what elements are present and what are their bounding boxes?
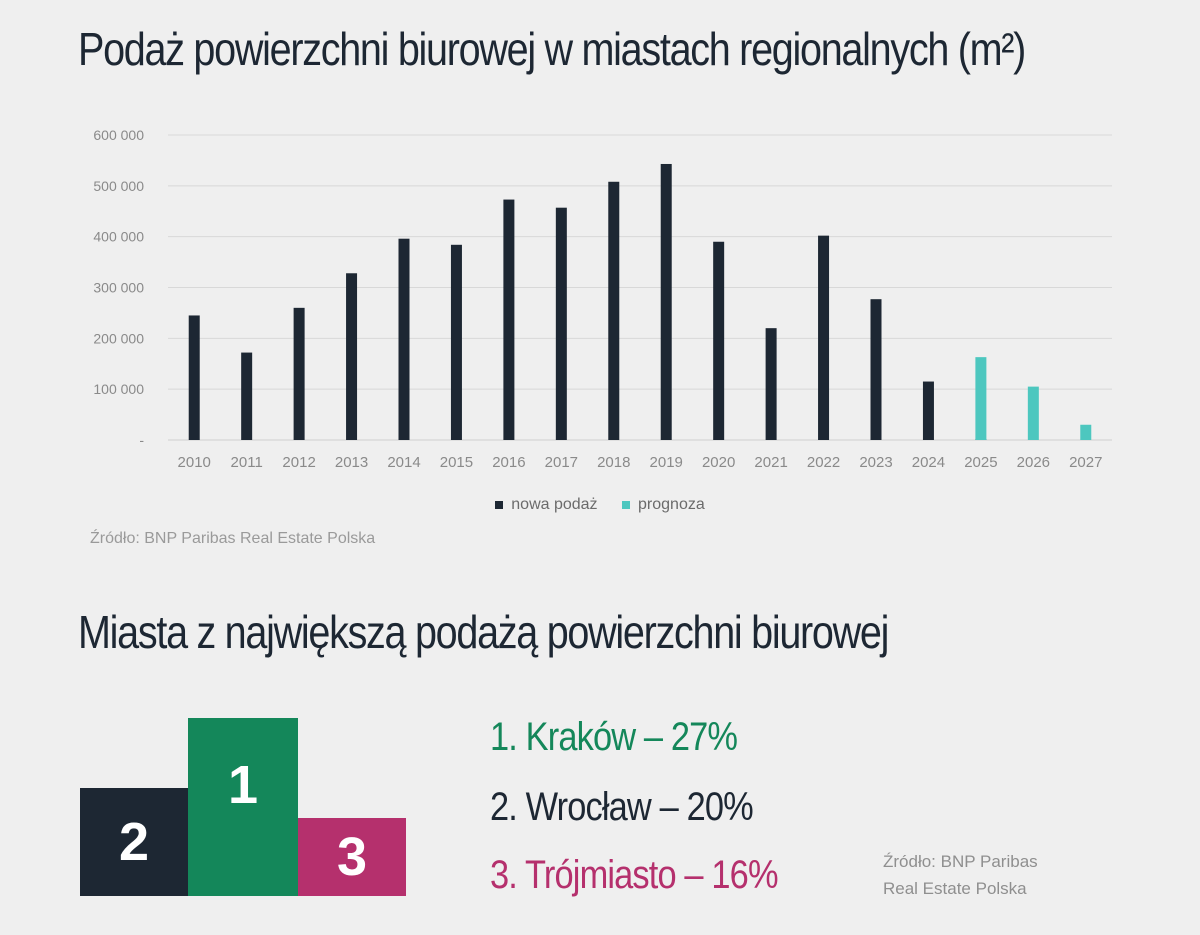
legend-swatch-teal — [622, 501, 631, 509]
x-tick-label: 2016 — [492, 454, 525, 471]
bar-nowa-podaż-2023 — [870, 299, 882, 440]
y-tick-label: 100 000 — [93, 381, 144, 397]
legend-item-prognoza: prognoza — [622, 496, 705, 514]
bar-nowa-podaż-2024 — [922, 381, 934, 440]
x-tick-label: 2024 — [912, 454, 945, 471]
x-tick-label: 2010 — [178, 454, 211, 471]
y-tick-label: 500 000 — [93, 178, 144, 194]
podium-source-line2: Real Estate Polska — [883, 879, 1027, 898]
podium-number: 3 — [336, 827, 368, 887]
bar-nowa-podaż-2019 — [660, 163, 672, 440]
y-tick-label: 600 000 — [93, 127, 144, 143]
bar-prognoza-2026 — [1027, 386, 1039, 440]
y-tick-label: 300 000 — [93, 280, 144, 296]
x-tick-label: 2014 — [387, 454, 420, 471]
bar-nowa-podaż-2013 — [346, 273, 358, 440]
chart-title: Podaż powierzchni biurowej w miastach re… — [78, 23, 1026, 75]
chart-legend: nowa podaż prognoza — [0, 496, 1200, 514]
bar-chart: - 100 000 200 000 300 000 400 000 500 000 600 … — [93, 127, 1112, 471]
x-tick-label: 2020 — [702, 454, 735, 471]
x-tick-label: 2017 — [545, 454, 578, 471]
bar-nowa-podaż-2014 — [398, 238, 410, 440]
podium-source-line1: Źródło: BNP Paribas — [883, 852, 1038, 871]
ranking-item-2: 2. Wrocław – 20% — [490, 785, 754, 829]
legend-label: prognoza — [638, 496, 705, 513]
podium-source: Źródło: BNP Paribas Real Estate Polska — [883, 848, 1103, 902]
ranking-item-1: 1. Kraków – 27% — [490, 715, 738, 759]
podium-number: 1 — [227, 755, 259, 815]
x-tick-label: 2025 — [964, 454, 997, 471]
bar-nowa-podaż-2015 — [450, 244, 462, 440]
podium-number: 2 — [118, 812, 150, 872]
legend-label: nowa podaż — [511, 496, 598, 513]
legend-swatch-navy — [495, 501, 504, 509]
legend-item-nowa-podaz: nowa podaż — [495, 496, 598, 514]
bar-prognoza-2025 — [975, 357, 987, 440]
bar-nowa-podaż-2010 — [188, 315, 200, 440]
x-tick-label: 2022 — [807, 454, 840, 471]
bar-nowa-podaż-2017 — [555, 207, 567, 440]
ranking-item-3: 3. Trójmiasto – 16% — [490, 853, 779, 897]
x-tick-label: 2027 — [1069, 454, 1102, 471]
bar-nowa-podaż-2012 — [293, 307, 305, 440]
bar-nowa-podaż-2021 — [765, 328, 777, 440]
x-tick-label: 2011 — [231, 454, 263, 471]
x-tick-label: 2026 — [1017, 454, 1050, 471]
chart-source: Źródło: BNP Paribas Real Estate Polska — [90, 530, 376, 547]
podium-step-first: 1 — [188, 718, 298, 896]
x-tick-label: 2012 — [282, 454, 315, 471]
y-tick-label: 400 000 — [93, 229, 144, 245]
bar-nowa-podaż-2018 — [608, 181, 620, 440]
x-tick-label: 2013 — [335, 454, 368, 471]
y-tick-label: - — [139, 432, 144, 448]
x-tick-label: 2021 — [754, 454, 787, 471]
podium-step-second: 2 — [80, 788, 188, 896]
podium-title: Miasta z największą podażą powierzchni b… — [78, 606, 889, 658]
podium-step-third: 3 — [298, 818, 406, 896]
x-tick-label: 2018 — [597, 454, 630, 471]
bar-nowa-podaż-2022 — [818, 235, 830, 440]
x-tick-label: 2019 — [650, 454, 683, 471]
y-tick-label: 200 000 — [93, 330, 144, 346]
x-tick-label: 2015 — [440, 454, 473, 471]
x-tick-label: 2023 — [859, 454, 892, 471]
bar-nowa-podaż-2020 — [713, 241, 725, 440]
bar-prognoza-2027 — [1080, 424, 1092, 440]
bar-nowa-podaż-2016 — [503, 199, 515, 440]
bar-nowa-podaż-2011 — [241, 352, 253, 440]
